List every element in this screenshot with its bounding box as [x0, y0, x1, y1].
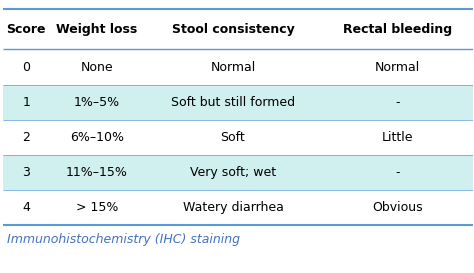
Text: Immunohistochemistry (IHC) staining: Immunohistochemistry (IHC) staining — [8, 233, 240, 246]
Bar — [3, 10, 473, 49]
Text: 1: 1 — [22, 96, 30, 109]
Text: Score: Score — [7, 23, 46, 36]
Text: 2: 2 — [22, 131, 30, 144]
Text: 4: 4 — [22, 201, 30, 214]
Text: Obvious: Obvious — [372, 201, 423, 214]
Bar — [3, 85, 473, 120]
Text: 11%–15%: 11%–15% — [66, 166, 128, 179]
Text: Watery diarrhea: Watery diarrhea — [182, 201, 283, 214]
Text: Soft: Soft — [220, 131, 246, 144]
Bar — [3, 155, 473, 190]
Text: 3: 3 — [22, 166, 30, 179]
Text: 1%–5%: 1%–5% — [73, 96, 120, 109]
Bar — [3, 120, 473, 155]
Text: 6%–10%: 6%–10% — [70, 131, 124, 144]
Text: Little: Little — [382, 131, 413, 144]
Text: None: None — [81, 61, 113, 73]
Text: Very soft; wet: Very soft; wet — [190, 166, 276, 179]
Text: Normal: Normal — [210, 61, 255, 73]
Text: Weight loss: Weight loss — [56, 23, 137, 36]
Text: > 15%: > 15% — [75, 201, 118, 214]
Bar — [3, 190, 473, 225]
Text: -: - — [395, 166, 400, 179]
Text: 0: 0 — [22, 61, 30, 73]
Text: -: - — [395, 96, 400, 109]
Bar — [3, 49, 473, 85]
Text: Rectal bleeding: Rectal bleeding — [343, 23, 452, 36]
Text: Normal: Normal — [375, 61, 420, 73]
Text: Soft but still formed: Soft but still formed — [171, 96, 295, 109]
Text: Stool consistency: Stool consistency — [172, 23, 294, 36]
